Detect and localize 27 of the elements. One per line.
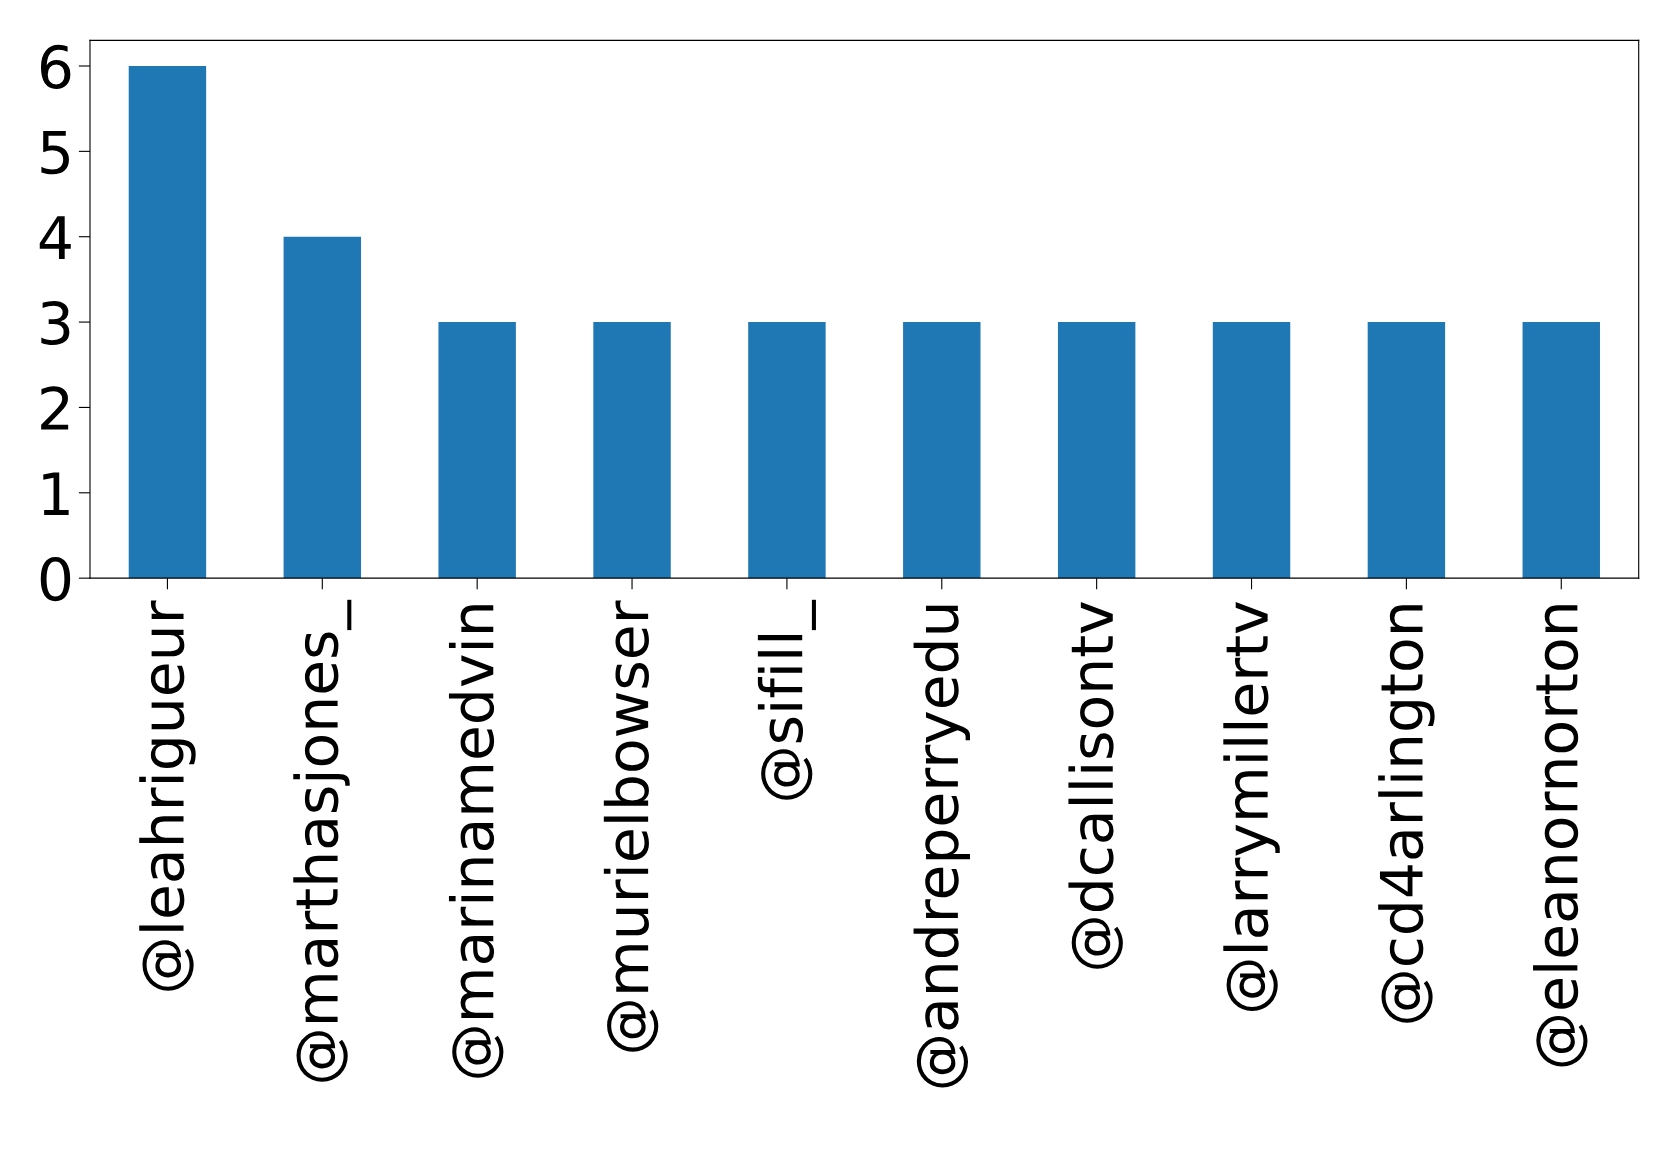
y-tick-label: 2 (41, 386, 69, 430)
x-tick-label: @murielbowser (603, 600, 659, 1052)
y-tick-label: 6 (40, 44, 71, 89)
bar (128, 66, 207, 579)
x-tick-label: @leahrigueur (139, 600, 196, 991)
y-tick-label: 5 (41, 130, 69, 175)
bar (1522, 322, 1600, 579)
x-tick-label: @eleanornorton (1533, 605, 1588, 1067)
bar (748, 322, 826, 579)
y-tick-label: 0 (40, 557, 71, 602)
y-tick-label: 3 (41, 300, 70, 346)
x-tick-label: @cd4arlington (1378, 605, 1435, 1023)
x-tick-label: @larrymillertv (1223, 602, 1280, 1011)
x-tick-label: @marinamedvin (448, 605, 504, 1078)
y-tick-label: 1 (43, 472, 69, 515)
bar (1367, 322, 1446, 579)
bar (1212, 322, 1291, 579)
bar (903, 322, 981, 579)
y-tick-label: 4 (39, 216, 71, 259)
bar (1057, 322, 1136, 579)
x-tick-label: @marthasjones_ (293, 599, 352, 1082)
bar (593, 322, 671, 579)
bar (283, 236, 362, 579)
x-tick-label: @dcallisontv (1068, 602, 1123, 969)
x-tick-label: @sifill_ (757, 599, 816, 800)
bar (438, 322, 516, 579)
x-tick-label: @andreperryedu (913, 605, 971, 1088)
